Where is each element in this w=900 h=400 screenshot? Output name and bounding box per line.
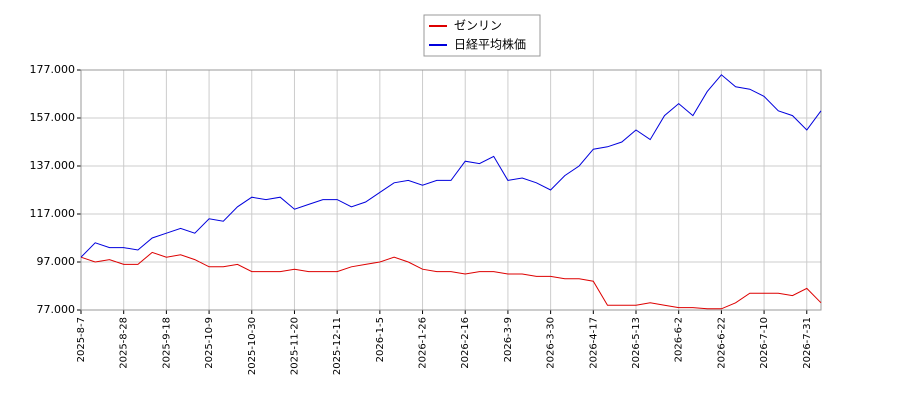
x-tick-label: 2025-9-18 xyxy=(161,317,172,369)
y-tick-label: 97.000 xyxy=(37,255,76,268)
series-line xyxy=(80,251,822,310)
y-tick-label: 157.000 xyxy=(30,111,76,124)
x-tick-label: 2026-3-30 xyxy=(546,317,557,369)
x-tick-label: 2025-10-9 xyxy=(204,317,215,369)
plot-frame xyxy=(80,69,822,311)
x-tick-label: 2026-2-16 xyxy=(460,317,471,369)
x-tick-label: 2025-11-20 xyxy=(289,317,300,375)
x-tick-label: 2026-3-9 xyxy=(503,317,514,362)
x-tick-label: 2026-7-31 xyxy=(802,317,813,369)
x-tick-label: 2025-10-30 xyxy=(247,317,258,375)
x-tick-label: 2026-6-2 xyxy=(674,317,685,362)
x-tick-label: 2026-1-26 xyxy=(418,317,429,369)
x-tick-label: 2025-12-11 xyxy=(332,317,343,375)
x-tick-label: 2025-8-28 xyxy=(119,317,130,369)
x-tick-label: 2025-8-7 xyxy=(76,317,87,362)
y-tick-label: 77.000 xyxy=(37,303,76,316)
y-tick-label: 117.000 xyxy=(30,207,76,220)
x-tick-label: 2026-4-17 xyxy=(588,317,599,369)
x-tick-label: 2026-5-13 xyxy=(631,317,642,369)
x-tick-label: 2026-7-10 xyxy=(759,317,770,369)
legend-label: ゼンリン xyxy=(454,19,502,33)
y-tick-label: 177.000 xyxy=(30,63,76,76)
x-tick-label: 2026-6-22 xyxy=(716,317,727,369)
x-tick-label: 2026-1-5 xyxy=(375,317,386,362)
series-line xyxy=(80,74,822,258)
y-tick-label: 137.000 xyxy=(30,159,76,172)
legend-label: 日経平均株価 xyxy=(454,37,526,52)
legend-box xyxy=(423,14,541,57)
